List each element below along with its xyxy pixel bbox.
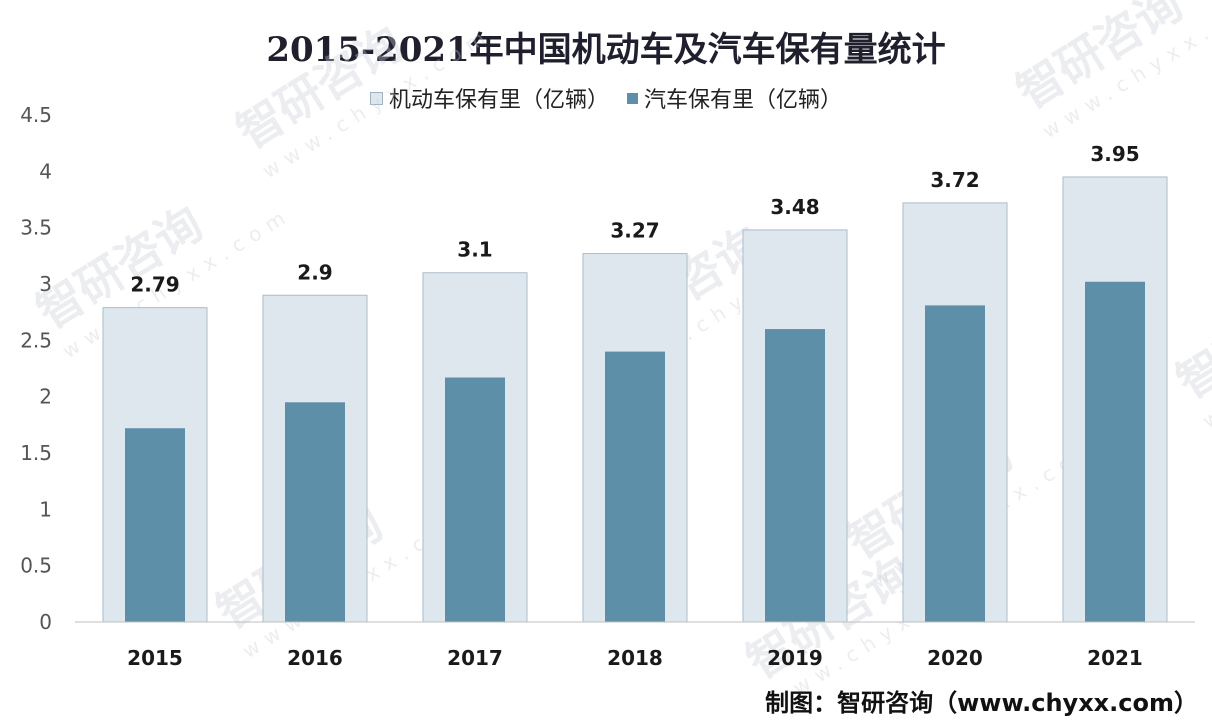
legend-label-cars: 汽车保有里（亿辆） — [644, 88, 843, 113]
bars-layer: 2.79 2.9 3.1 3.27 3.48 3.72 3.95 — [102, 142, 1168, 623]
bar-cars — [285, 402, 345, 622]
legend-swatch-motor-vehicles — [369, 91, 383, 105]
legend-item-motor-vehicles: 机动车保有里（亿辆） — [369, 82, 609, 114]
y-tick-label: 0.5 — [20, 554, 52, 578]
legend-item-cars: 汽车保有里（亿辆） — [627, 82, 842, 114]
x-tick-label: 2018 — [607, 646, 663, 670]
source-note: 制图：智研咨询（www.chyxx.com） — [765, 689, 1198, 717]
data-label: 3.1 — [457, 238, 492, 262]
chart-title: 2015-2021年中国机动车及汽车保有量统计 — [266, 30, 946, 70]
bar-cars — [925, 305, 985, 622]
watermark-name: 智研咨询 — [1167, 266, 1212, 409]
data-label: 2.9 — [297, 260, 332, 284]
bar-cars — [765, 329, 825, 622]
bar-cars — [605, 351, 665, 622]
axes-layer: 2015 2016 2017 2018 2019 2020 2021 0 0.5 1 1.5 2 2.5… — [20, 103, 1195, 670]
bar-cars — [445, 377, 505, 622]
data-label: 3.48 — [770, 195, 819, 219]
x-tick-label: 2016 — [287, 646, 343, 670]
legend-label-motor-vehicles: 机动车保有里（亿辆） — [388, 88, 609, 113]
data-label: 3.27 — [610, 219, 659, 243]
y-tick-label: 4 — [39, 159, 52, 183]
bar-cars — [1085, 281, 1145, 622]
y-tick-label: 2.5 — [20, 328, 52, 352]
y-tick-label: 3 — [39, 272, 52, 296]
bar-cars — [125, 428, 185, 622]
x-tick-label: 2020 — [927, 646, 983, 670]
y-tick-label: 0 — [39, 610, 52, 634]
y-tick-label: 2 — [39, 385, 52, 409]
data-label: 3.72 — [930, 168, 979, 192]
x-tick-label: 2017 — [447, 646, 503, 670]
data-label: 2.79 — [130, 273, 179, 297]
x-tick-label: 2021 — [1087, 646, 1143, 670]
x-tick-label: 2015 — [127, 646, 183, 670]
x-tick-label: 2019 — [767, 646, 823, 670]
legend-swatch-cars — [627, 92, 638, 104]
y-tick-label: 1 — [39, 497, 52, 521]
y-tick-label: 3.5 — [20, 216, 52, 240]
legend: 机动车保有里（亿辆） 汽车保有里（亿辆） — [0, 82, 1212, 114]
y-tick-label: 1.5 — [20, 441, 52, 465]
y-tick-label: 4.5 — [20, 103, 52, 127]
data-label: 3.95 — [1090, 142, 1139, 166]
